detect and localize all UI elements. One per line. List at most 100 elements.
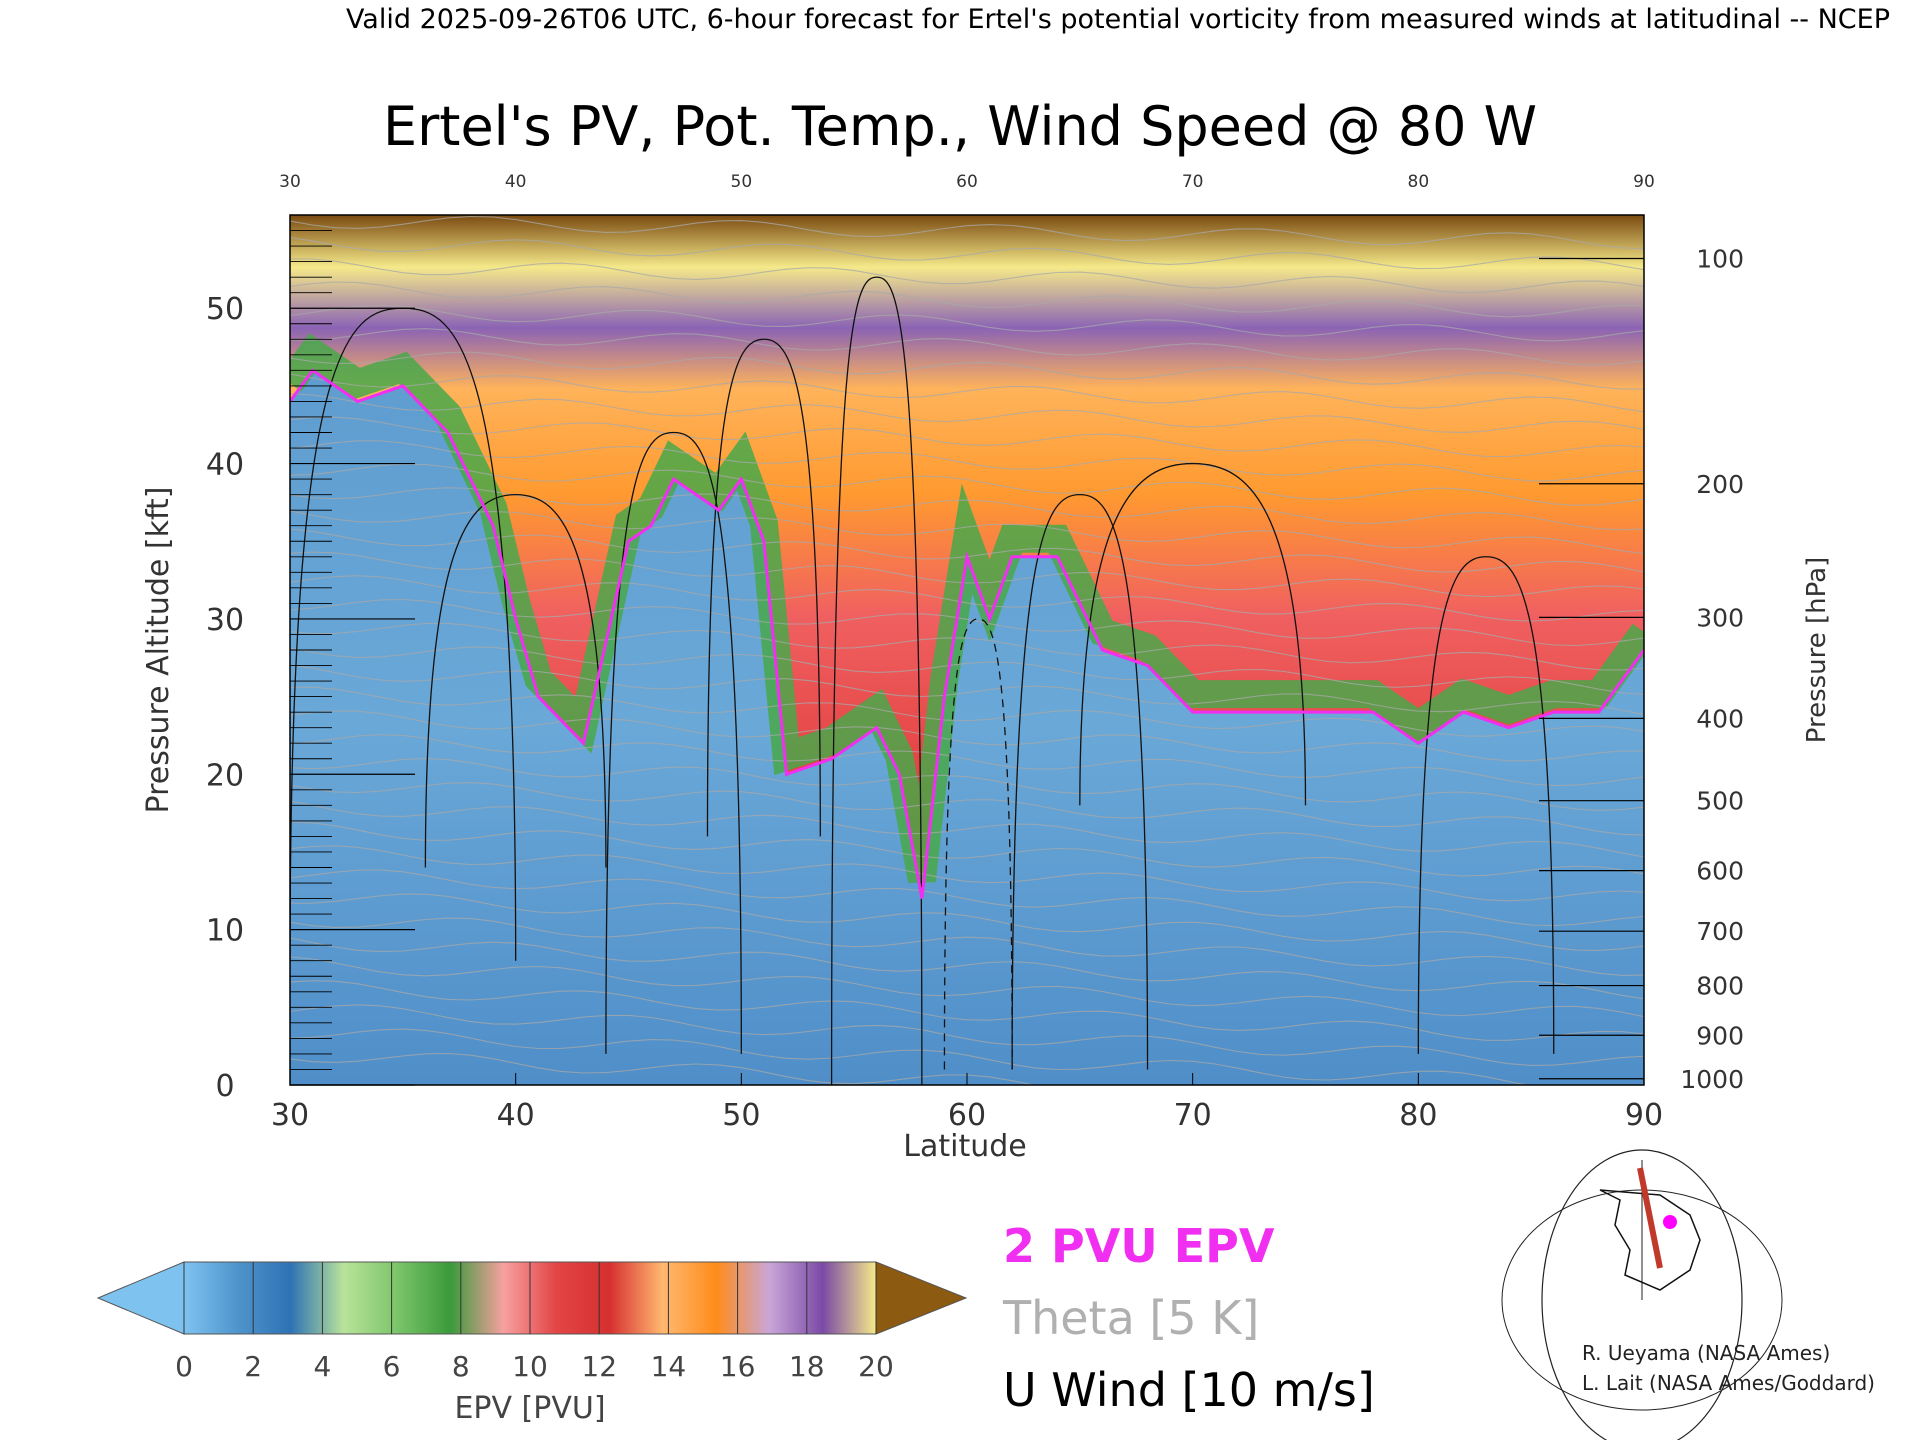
pressure-tick-label: 800 [1696,972,1744,1001]
colorbar-low-arrow [96,1261,185,1335]
pressure-tick-label: 200 [1696,470,1744,499]
theta-contour [290,440,1644,482]
colorbar-tick-label: 14 [651,1350,687,1383]
theta-contour [290,686,1644,737]
pressure-tick-label: 900 [1696,1021,1744,1050]
colorbar-tick-label: 0 [175,1350,193,1383]
theta-contour [290,551,1644,598]
theta-contour [290,328,1644,366]
theta-contour [290,782,1644,836]
colorbar-tick-label: 2 [244,1350,262,1383]
y-tick-label: 0 [215,1069,234,1104]
x-top-tick-label: 60 [956,172,978,192]
theta-contour [290,393,1644,433]
x-tick-label: 60 [948,1098,986,1133]
pressure-tick-label: 300 [1696,603,1744,632]
credit-ueyama: R. Ueyama (NASA Ames) [1582,1341,1830,1365]
legend: 2 PVU EPV Theta [5 K] U Wind [10 m/s] [1002,1219,1375,1417]
theta-contour [290,487,1644,531]
x-tick-label: 50 [722,1098,760,1133]
colorbar-tick-label: 18 [789,1350,825,1383]
tropopause-2pvu-line [290,368,1644,899]
theta-contour [290,710,1644,762]
x-top-tick-label: 80 [1408,172,1430,192]
wind-contour [1011,493,1149,1070]
y-tick-label: 20 [206,758,244,793]
colorbar-tick-label: 20 [858,1350,894,1383]
pressure-tick-label: 1000 [1680,1065,1744,1094]
theta-contour [290,373,1644,413]
x-axis: 30 40 50 60 70 80 90 [271,1073,1663,1133]
x-tick-label: 40 [497,1098,535,1133]
theta-contour [290,281,1644,318]
y-tick-label: 50 [206,292,244,327]
plot-area [290,215,1644,1085]
theta-contour [290,236,1644,271]
wind-contour [424,493,607,868]
theta-contour [290,575,1644,622]
wind-contour [1417,556,1555,1054]
pressure-tick-label: 500 [1696,787,1744,816]
map-latitude-ring [1541,1149,1743,1440]
theta-contour [290,463,1644,506]
locator-map [1501,1149,1783,1440]
theta-contour [290,664,1644,716]
x-top-tick-label: 70 [1182,172,1204,192]
x-axis-top: 30 40 50 60 70 80 90 [279,172,1655,192]
colorbar-label: EPV [PVU] [454,1391,605,1426]
theta-contour [290,758,1644,811]
credit-lait: L. Lait (NASA Ames/Goddard) [1582,1371,1875,1395]
y-tick-label: 10 [206,914,244,949]
colorbar-tick-label: 12 [581,1350,617,1383]
colorbar-tick-label: 16 [720,1350,756,1383]
wind-contour [605,431,742,1054]
wind-contour [1079,462,1307,806]
legend-wind: U Wind [10 m/s] [1003,1363,1375,1417]
theta-contour [290,510,1644,555]
x-tick-label: 30 [271,1098,309,1133]
colorbar-high-arrow [875,1261,968,1335]
y-axis: 0 10 20 30 40 50 [206,230,415,1104]
pressure-tick-label: 100 [1696,245,1744,274]
colorbar-tick-label: 6 [383,1350,401,1383]
x-axis-label: Latitude [903,1129,1026,1164]
theta-contour [290,646,1644,696]
theta-contour [290,416,1644,458]
x-tick-label: 70 [1174,1098,1212,1133]
pressure-tick-label: 600 [1696,857,1744,886]
colorbar: 0 2 4 6 8 10 12 14 16 18 20 EPV [PVU] [96,1261,968,1426]
legend-theta: Theta [5 K] [1002,1291,1259,1345]
theta-contour [290,258,1644,294]
colorbar-tick-label: 4 [313,1350,331,1383]
theta-contour [290,821,1644,877]
forecast-header: Valid 2025-09-26T06 UTC, 6-hour forecast… [346,4,1890,35]
theta-contour [290,622,1644,671]
x-tick-label: 80 [1399,1098,1437,1133]
pressure-tick-label: 700 [1696,917,1744,946]
wind-contour [830,276,923,1085]
x-top-tick-label: 90 [1633,172,1655,192]
x-top-tick-label: 30 [279,172,301,192]
theta-contour [290,215,1644,250]
theta-contour [290,734,1644,787]
theta-contour [290,304,1644,342]
cross-section-track [1637,1167,1663,1269]
colorbar-tick-label: 8 [452,1350,470,1383]
y-axis-label: Pressure Altitude [kft] [141,487,176,814]
map-coastline [1599,1189,1701,1291]
y-tick-label: 30 [206,603,244,638]
map-marker [1663,1215,1677,1229]
theta-contour [290,800,1644,858]
chart-title: Ertel's PV, Pot. Temp., Wind Speed @ 80 … [383,95,1537,158]
y-tick-label: 40 [206,448,244,483]
colorbar-ticks: 0 2 4 6 8 10 12 14 16 18 20 [175,1262,894,1383]
colorbar-tick-label: 10 [512,1350,548,1383]
theta-contour [290,1028,1644,1085]
x-top-tick-label: 50 [731,172,753,192]
x-tick-label: 90 [1625,1098,1663,1133]
pressure-axis: 100 200 300 400 500 600 700 800 900 1000 [1539,245,1744,1094]
x-top-tick-label: 40 [505,172,527,192]
legend-pvu: 2 PVU EPV [1003,1219,1275,1273]
pressure-tick-label: 400 [1696,704,1744,733]
